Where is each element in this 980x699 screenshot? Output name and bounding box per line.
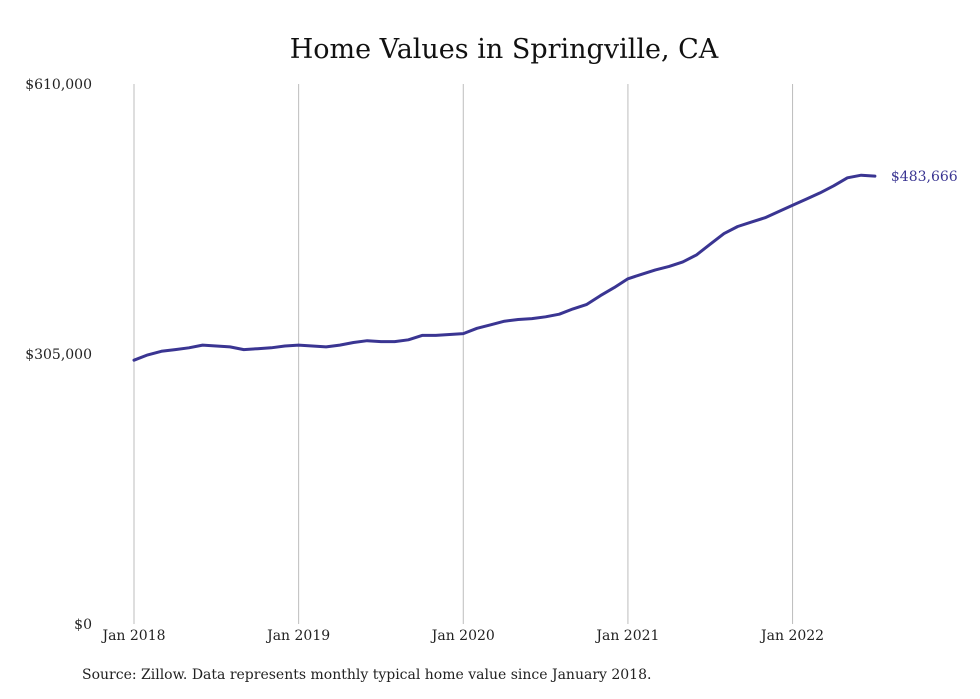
y-axis-labels: $0 $305,000 $610,000 <box>25 77 92 633</box>
home-values-chart: Home Values in Springville, CA $0 $305,00… <box>25 34 958 644</box>
source-note: Source: Zillow. Data represents monthly … <box>82 667 652 683</box>
y-tick-label: $305,000 <box>25 347 92 363</box>
x-tick-label: Jan 2018 <box>100 628 165 644</box>
x-tick-label: Jan 2022 <box>759 628 824 644</box>
series-layer: $483,666 <box>132 169 958 362</box>
y-tick-label: $610,000 <box>25 77 92 93</box>
y-tick-label: $0 <box>74 617 92 633</box>
end-value-label: $483,666 <box>891 169 958 185</box>
gridlines <box>133 84 794 624</box>
x-axis-labels: Jan 2018 Jan 2019 Jan 2020 Jan 2021 Jan 2022 <box>100 628 824 644</box>
x-tick-label: Jan 2020 <box>430 628 495 644</box>
series-line <box>132 173 877 362</box>
chart-title: Home Values in Springville, CA <box>290 34 719 65</box>
x-tick-label: Jan 2021 <box>594 628 659 644</box>
x-tick-label: Jan 2019 <box>265 628 330 644</box>
